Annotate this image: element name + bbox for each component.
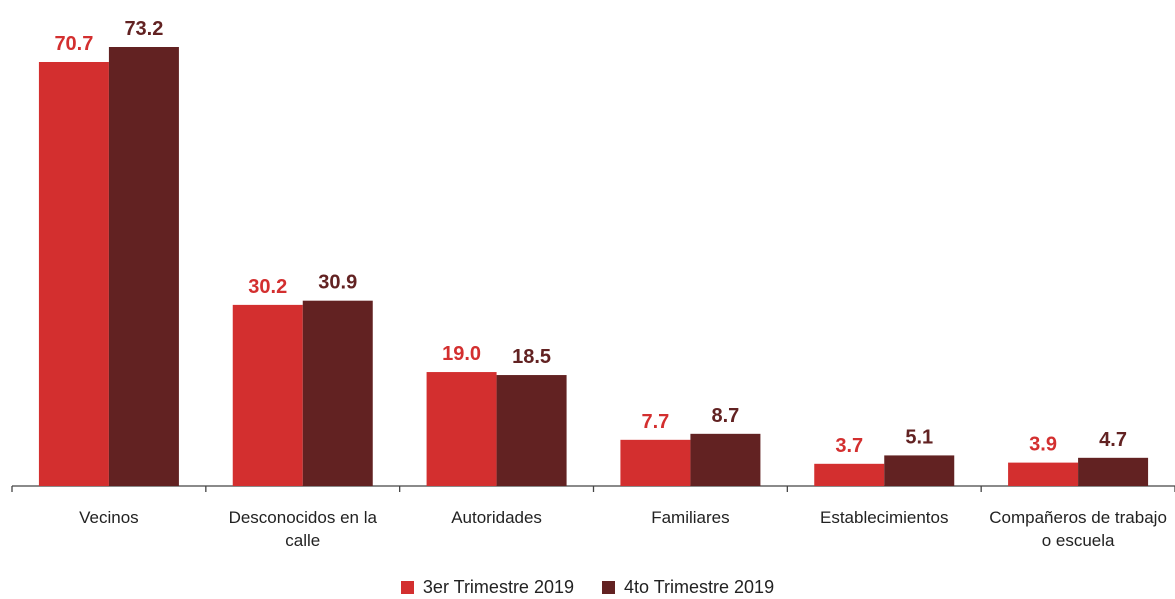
bar (108, 47, 179, 486)
x-tick-label: Familiares (651, 508, 730, 527)
value-label: 3.7 (835, 435, 863, 457)
value-label: 8.7 (712, 405, 740, 427)
value-label: 5.1 (905, 426, 933, 448)
value-label: 30.2 (248, 276, 287, 298)
legend-label: 3er Trimestre 2019 (422, 577, 574, 597)
bar (620, 439, 691, 486)
bar (1008, 462, 1079, 486)
bar (884, 455, 955, 486)
x-tick-label: Desconocidos en la calle (228, 508, 377, 550)
value-label: 70.7 (54, 33, 93, 55)
legend-swatch (400, 581, 414, 594)
value-label: 73.2 (124, 18, 163, 40)
value-label: 30.9 (318, 272, 357, 294)
bar (496, 375, 567, 486)
value-label: 18.5 (512, 346, 551, 368)
value-label: 7.7 (642, 411, 670, 433)
bar (814, 463, 885, 486)
bar (232, 304, 303, 486)
x-tick-label: Compañeros de trabajo o escuela (989, 508, 1167, 550)
legend-item: 4to Trimestre 2019 (602, 577, 774, 598)
bar (38, 61, 109, 487)
value-label: 19.0 (442, 343, 481, 365)
legend: 3er Trimestre 2019 4to Trimestre 2019 (0, 577, 1175, 598)
bar (690, 433, 761, 486)
bar (426, 372, 497, 486)
value-label: 3.9 (1029, 434, 1057, 456)
legend-label: 4to Trimestre 2019 (624, 577, 775, 597)
x-tick-label: Vecinos (79, 508, 139, 527)
value-label: 4.7 (1099, 429, 1127, 451)
x-tick-label: Autoridades (451, 508, 542, 527)
legend-item: 3er Trimestre 2019 (400, 577, 574, 598)
plot: 70.7 73.2 30.2 30.9 19.0 18.5 7.7 8.7 3.7 5.1 3.9 4… (11, 18, 1175, 492)
legend-swatch (602, 581, 615, 594)
x-tick-label: Establecimientos (819, 508, 949, 527)
bar (1078, 457, 1149, 486)
bar (302, 300, 373, 486)
